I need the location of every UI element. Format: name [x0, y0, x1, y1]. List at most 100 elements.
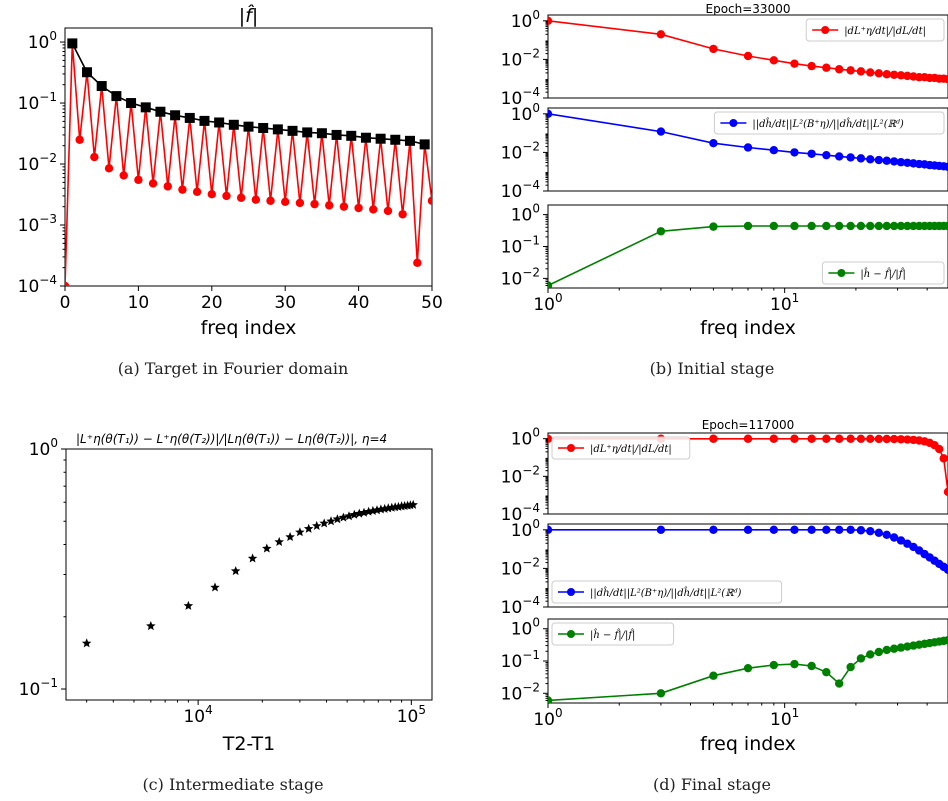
panel-a-black-series-point	[184, 112, 195, 123]
panel-a-black-series-point	[155, 106, 166, 117]
panel-a-red-series-point	[148, 179, 158, 188]
panel-d-sub1-series-point	[896, 536, 906, 545]
panel-d-sub0-series-point	[846, 434, 855, 443]
panel-a-ytick-label: 10−1	[18, 90, 57, 114]
plots-layer: 0 10 20 30 40 50 100 10−1 10−2 10−3 10−4 |f̂| freq i…	[18, 2, 948, 755]
panel-b-sub1-series-point	[874, 155, 884, 165]
panel-b-sub2-series-point	[743, 221, 753, 231]
panel-d-sub2-series-point	[548, 696, 553, 703]
panel-b-sub0-legend-box	[805, 18, 945, 42]
panel-d-sub1-series-point	[943, 565, 948, 574]
panel-a-black-series-point	[272, 124, 283, 135]
panel-a-black-series-point	[258, 122, 269, 133]
panel-b-sub2-legend-marker	[837, 269, 846, 277]
panel-c-series-point	[81, 638, 92, 648]
panel-a-black-series-point	[302, 127, 313, 138]
panel-b-sub0-series-point	[709, 44, 718, 54]
panel-a-black-series-point	[170, 110, 181, 121]
panel-d-sub2-series-point	[743, 663, 753, 673]
panel-a-red-series-point	[134, 175, 143, 185]
panel-a-xtick-label: 50	[421, 293, 443, 313]
panel-a-red-series-point	[339, 202, 349, 211]
panel-c-series-point	[247, 553, 258, 563]
panel-a-red-series-point	[383, 206, 393, 216]
panel-b-sub1-legend-box	[713, 111, 945, 135]
panel-b-title: Epoch=33000	[706, 2, 791, 16]
panel-b-sub1-series-point	[822, 150, 831, 160]
panel-c-series-point	[183, 600, 194, 610]
panel-d-sub1-series-point	[790, 525, 799, 535]
panel-c-series-point	[274, 536, 284, 546]
panel-b-sub2-series-point	[548, 281, 553, 288]
panel-c-ytick-label: 10−1	[19, 676, 58, 700]
panel-d-sub0-series-point	[889, 434, 899, 444]
panel-b-sub2-series-point	[790, 221, 799, 231]
panel-b-xtick-label: 101	[770, 291, 799, 315]
panel-d-sub1-ytick-label: 10−2	[501, 555, 540, 579]
panel-d-sub2-series-point	[856, 654, 866, 663]
panel-b-sub0-series-point	[656, 30, 666, 39]
panel-a-red-series-point	[369, 205, 378, 214]
panel-d-sub2-ytick-label: 10−2	[501, 680, 540, 704]
panel-a-black-series-point	[419, 139, 430, 150]
panel-b-sub0-series-point	[896, 71, 906, 80]
caption-a: (a) Target in Fourier domain	[118, 359, 349, 378]
panel-c-series-point	[387, 502, 397, 512]
panel-a-red-series-point	[295, 198, 305, 208]
panel-d-sub2-series-point	[834, 679, 844, 688]
panel-d-sub1-series-point	[856, 526, 866, 535]
panel-a-black-series-point	[199, 115, 210, 126]
panel-d-sub2-legend-box	[551, 622, 675, 646]
panel-d-sub1-legend-box	[551, 580, 783, 604]
panel-b-sub1-series-point	[889, 157, 899, 166]
panel-a-ytick-label: 10−3	[18, 212, 57, 236]
panel-b-sub2-ytick-label: 100	[511, 202, 540, 226]
panel-a-red-series-point	[236, 193, 246, 202]
panel-d-xtick-label: 101	[770, 706, 799, 730]
panel-a-red-series-point	[354, 203, 363, 213]
panel-a-red-series-point	[75, 135, 84, 144]
panel-d-sub0-series-point	[939, 454, 948, 463]
panel-d-sub0-series-point	[834, 434, 844, 443]
panel-b-sub2-series-point	[769, 221, 779, 231]
panel-a-red-series-point	[251, 195, 261, 204]
panel-b-sub1-series-point	[866, 155, 875, 164]
panel-c-series-point	[344, 511, 354, 521]
panel-b-sub2-series-point	[709, 222, 718, 231]
panel-b-sub0-series-point	[834, 65, 844, 74]
caption-c: (c) Intermediate stage	[142, 775, 323, 794]
panel-c-series-point	[383, 503, 394, 513]
panel-a-ytick-label: 10−4	[18, 273, 57, 297]
panel-d-sub0-series-point	[807, 434, 816, 443]
panel-a-black-series-point	[360, 132, 371, 143]
panel-d-sub2-series-point	[889, 644, 899, 653]
panel-c-xtick-label: 105	[397, 703, 426, 727]
panel-c-series-point	[390, 502, 400, 512]
panel-b-sub1-series-point	[709, 138, 718, 148]
panel-b-sub1-series-point	[790, 148, 799, 157]
panel-d-xtick-label: 100	[533, 706, 562, 730]
panel-a-red-series-point	[325, 201, 334, 210]
panel-a-red-series-point	[222, 191, 231, 201]
panel-b-sub0-series-point	[866, 68, 875, 77]
panel-b-sub0-series-point	[889, 70, 899, 79]
panel-b-sub1-series-point	[903, 158, 912, 167]
panel-b-sub1-series-point	[882, 156, 891, 165]
panel-b-sub1-frame	[547, 107, 948, 192]
panel-b-sub2-ytick-label: 10−1	[501, 234, 540, 258]
panel-c-series-point	[408, 499, 418, 509]
panel-d-xlabel: freq index	[700, 733, 796, 755]
panel-d-sub0-series-point	[943, 487, 948, 497]
panel-c-series-point	[376, 504, 386, 514]
panel-d-sub1-series-point	[656, 525, 666, 535]
panel-d-sub0-series-point	[866, 434, 875, 444]
panel-d-sub2-series-point	[896, 643, 906, 652]
panel-d-sub1-series-point	[874, 528, 884, 537]
panel-a-xtick-label: 30	[274, 293, 296, 313]
panel-b-sub1-series-point	[743, 143, 753, 152]
panel-c-series-point	[312, 520, 322, 530]
panel-a-black-series-point	[243, 121, 254, 132]
panel-b-sub2-series-point	[903, 221, 912, 231]
panel-c-series-point	[338, 512, 349, 522]
panel-b-sub1-ytick-label: 10−2	[501, 139, 540, 163]
